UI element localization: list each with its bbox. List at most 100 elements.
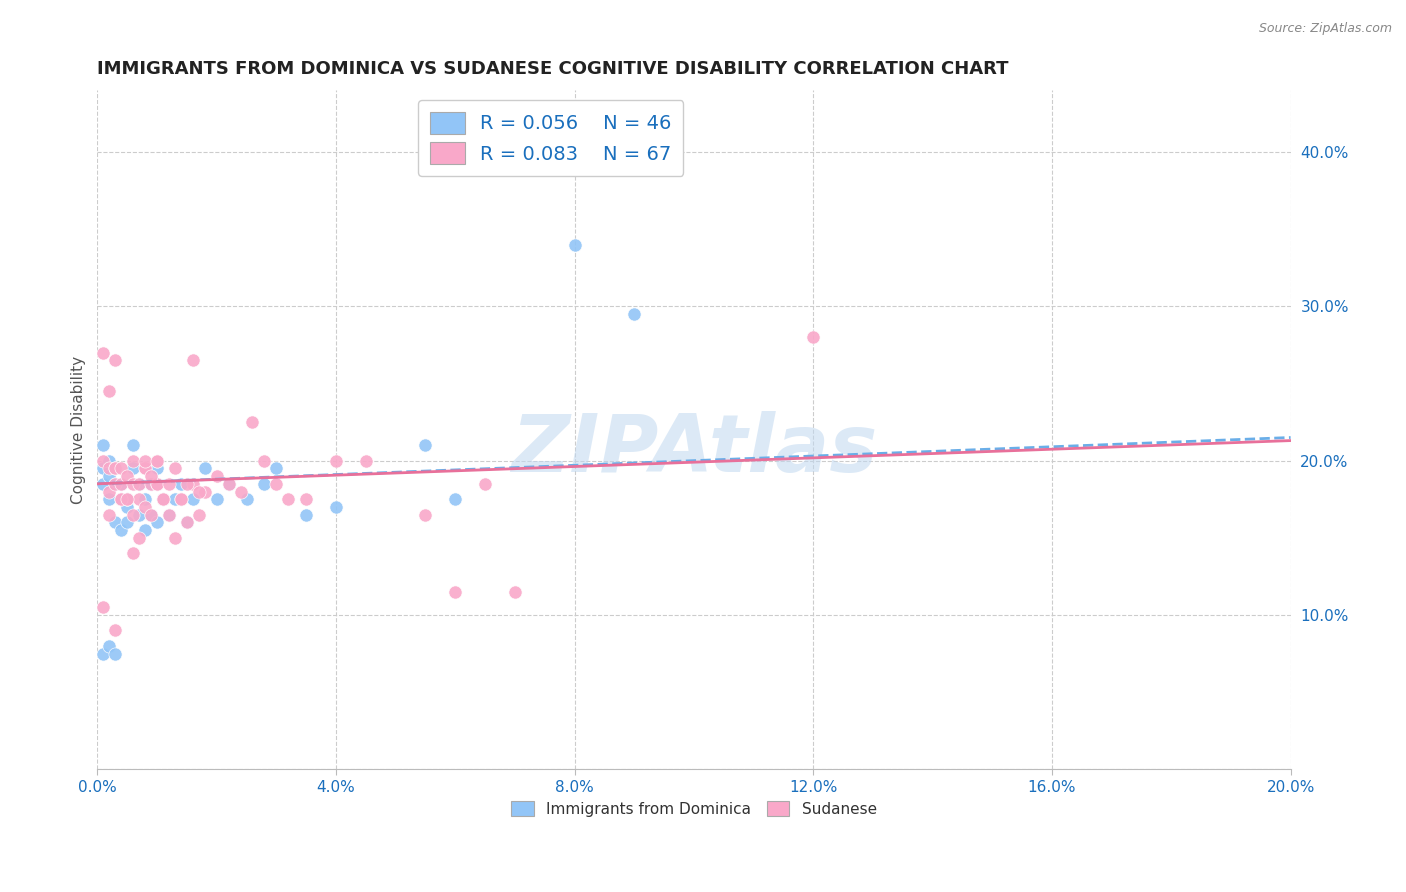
Point	[146, 453, 169, 467]
Point	[98, 492, 121, 507]
Text: ZIPAtlas: ZIPAtlas	[510, 411, 877, 489]
Point	[122, 546, 145, 560]
Point	[128, 531, 150, 545]
Point	[152, 492, 174, 507]
Point	[194, 461, 217, 475]
Point	[122, 438, 145, 452]
Point	[187, 508, 209, 522]
Point	[104, 476, 127, 491]
Point	[170, 476, 193, 491]
Point	[110, 492, 132, 507]
Point	[181, 492, 204, 507]
Point	[104, 461, 127, 475]
Point	[157, 508, 180, 522]
Point	[266, 461, 288, 475]
Point	[134, 453, 156, 467]
Point	[115, 492, 138, 507]
Point	[163, 461, 186, 475]
Point	[122, 476, 145, 491]
Point	[176, 516, 198, 530]
Point	[115, 492, 138, 507]
Point	[146, 516, 169, 530]
Point	[91, 438, 114, 452]
Point	[139, 476, 162, 491]
Point	[98, 639, 121, 653]
Point	[623, 307, 645, 321]
Point	[104, 461, 127, 475]
Point	[325, 453, 347, 467]
Point	[146, 476, 169, 491]
Point	[157, 476, 180, 491]
Point	[98, 384, 121, 399]
Point	[205, 469, 228, 483]
Point	[163, 492, 186, 507]
Point	[277, 492, 299, 507]
Point	[139, 508, 162, 522]
Point	[122, 453, 145, 467]
Point	[181, 476, 204, 491]
Point	[122, 508, 145, 522]
Point	[146, 476, 169, 491]
Point	[122, 461, 145, 475]
Point	[115, 492, 138, 507]
Point	[266, 476, 288, 491]
Point	[128, 476, 150, 491]
Point	[104, 516, 127, 530]
Point	[253, 453, 276, 467]
Point	[110, 476, 132, 491]
Point	[163, 531, 186, 545]
Point	[98, 484, 121, 499]
Point	[415, 438, 437, 452]
Point	[110, 523, 132, 537]
Point	[110, 476, 132, 491]
Point	[134, 500, 156, 514]
Point	[139, 469, 162, 483]
Point	[157, 508, 180, 522]
Point	[91, 345, 114, 359]
Point	[134, 461, 156, 475]
Point	[474, 476, 496, 491]
Point	[139, 476, 162, 491]
Point	[104, 647, 127, 661]
Point	[218, 476, 240, 491]
Point	[98, 453, 121, 467]
Point	[146, 453, 169, 467]
Point	[134, 523, 156, 537]
Point	[91, 453, 114, 467]
Point	[146, 461, 169, 475]
Point	[104, 461, 127, 475]
Point	[98, 508, 121, 522]
Point	[128, 508, 150, 522]
Point	[91, 476, 114, 491]
Point	[253, 476, 276, 491]
Point	[115, 469, 138, 483]
Point	[354, 453, 377, 467]
Point	[444, 492, 467, 507]
Point	[229, 484, 252, 499]
Point	[134, 492, 156, 507]
Text: IMMIGRANTS FROM DOMINICA VS SUDANESE COGNITIVE DISABILITY CORRELATION CHART: IMMIGRANTS FROM DOMINICA VS SUDANESE COG…	[97, 60, 1010, 78]
Point	[176, 476, 198, 491]
Point	[128, 476, 150, 491]
Point	[325, 500, 347, 514]
Y-axis label: Cognitive Disability: Cognitive Disability	[72, 356, 86, 504]
Point	[170, 492, 193, 507]
Legend: Immigrants from Dominica, Sudanese: Immigrants from Dominica, Sudanese	[505, 795, 883, 822]
Point	[194, 484, 217, 499]
Point	[187, 484, 209, 499]
Point	[104, 353, 127, 368]
Point	[115, 500, 138, 514]
Point	[564, 237, 586, 252]
Point	[139, 508, 162, 522]
Point	[152, 492, 174, 507]
Point	[98, 461, 121, 475]
Point	[218, 476, 240, 491]
Point	[91, 647, 114, 661]
Point	[235, 492, 257, 507]
Point	[503, 584, 526, 599]
Point	[104, 476, 127, 491]
Point	[176, 516, 198, 530]
Point	[98, 469, 121, 483]
Point	[115, 516, 138, 530]
Point	[110, 492, 132, 507]
